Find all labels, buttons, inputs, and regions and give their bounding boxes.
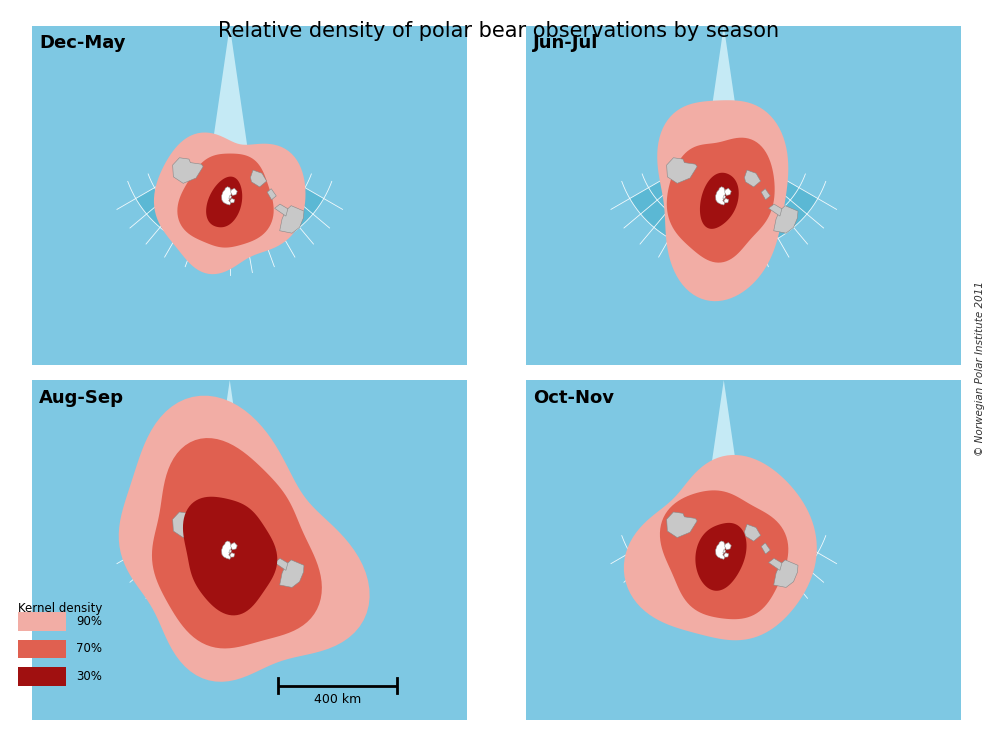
Polygon shape: [761, 189, 770, 200]
Polygon shape: [660, 490, 788, 619]
Polygon shape: [724, 553, 729, 557]
Text: 70%: 70%: [76, 643, 102, 655]
Polygon shape: [230, 199, 235, 203]
Polygon shape: [687, 509, 761, 542]
Polygon shape: [267, 189, 276, 200]
Polygon shape: [174, 166, 286, 210]
Polygon shape: [696, 523, 747, 590]
Polygon shape: [700, 173, 739, 229]
Polygon shape: [725, 542, 732, 550]
Polygon shape: [222, 541, 232, 559]
Text: Oct-Nov: Oct-Nov: [533, 388, 614, 407]
Text: 90%: 90%: [76, 615, 102, 628]
Polygon shape: [773, 206, 798, 233]
Polygon shape: [667, 138, 774, 263]
Text: 400 km: 400 km: [313, 693, 361, 706]
Polygon shape: [155, 531, 305, 585]
Polygon shape: [723, 550, 726, 553]
Polygon shape: [231, 188, 238, 196]
Polygon shape: [723, 196, 726, 199]
Polygon shape: [193, 155, 267, 187]
Polygon shape: [761, 543, 770, 554]
Polygon shape: [274, 559, 287, 570]
Polygon shape: [705, 498, 743, 520]
Polygon shape: [231, 542, 238, 550]
Polygon shape: [154, 133, 305, 275]
Bar: [18, 640, 66, 658]
Polygon shape: [667, 158, 698, 183]
Polygon shape: [279, 560, 304, 587]
Polygon shape: [211, 380, 249, 520]
Polygon shape: [649, 531, 799, 585]
Polygon shape: [267, 543, 276, 554]
Polygon shape: [724, 199, 729, 203]
Polygon shape: [630, 542, 817, 607]
Polygon shape: [667, 512, 698, 537]
Polygon shape: [183, 497, 277, 615]
Polygon shape: [119, 396, 369, 682]
Polygon shape: [211, 498, 249, 520]
Polygon shape: [173, 512, 204, 537]
Polygon shape: [173, 158, 204, 183]
Polygon shape: [136, 542, 323, 607]
Polygon shape: [229, 196, 232, 199]
Polygon shape: [705, 380, 743, 520]
Polygon shape: [745, 170, 760, 187]
Polygon shape: [211, 26, 249, 166]
Text: Relative density of polar bear observations by season: Relative density of polar bear observati…: [219, 21, 779, 41]
Polygon shape: [736, 192, 753, 211]
Polygon shape: [230, 553, 235, 557]
Text: © Norwegian Polar Institute 2011: © Norwegian Polar Institute 2011: [975, 281, 985, 457]
Polygon shape: [229, 550, 232, 553]
Polygon shape: [668, 166, 780, 210]
Polygon shape: [211, 144, 249, 166]
Bar: [18, 613, 66, 631]
Polygon shape: [773, 560, 798, 587]
Polygon shape: [711, 527, 734, 556]
Polygon shape: [155, 177, 305, 231]
Polygon shape: [745, 524, 760, 541]
Bar: [18, 667, 66, 686]
Polygon shape: [658, 100, 788, 301]
Polygon shape: [716, 187, 726, 205]
Polygon shape: [193, 509, 267, 542]
Polygon shape: [152, 438, 322, 649]
Polygon shape: [178, 154, 273, 247]
Polygon shape: [279, 206, 304, 233]
Polygon shape: [705, 26, 743, 166]
Polygon shape: [649, 177, 799, 231]
Polygon shape: [630, 187, 817, 253]
Polygon shape: [705, 144, 743, 166]
Text: Jun-Jul: Jun-Jul: [533, 34, 598, 52]
Polygon shape: [274, 204, 287, 216]
Polygon shape: [222, 187, 232, 205]
Text: Kernel density: Kernel density: [18, 602, 103, 615]
Text: Dec-May: Dec-May: [39, 34, 126, 52]
Text: 30%: 30%: [76, 670, 102, 683]
Polygon shape: [725, 188, 732, 196]
Polygon shape: [624, 455, 816, 641]
Polygon shape: [174, 520, 286, 564]
Polygon shape: [668, 520, 780, 564]
Polygon shape: [207, 176, 243, 227]
Polygon shape: [768, 204, 781, 216]
Polygon shape: [768, 559, 781, 570]
Text: Aug-Sep: Aug-Sep: [39, 388, 124, 407]
Polygon shape: [687, 155, 761, 187]
Polygon shape: [250, 170, 266, 187]
Polygon shape: [250, 524, 266, 541]
Polygon shape: [136, 187, 323, 253]
Polygon shape: [716, 541, 726, 559]
